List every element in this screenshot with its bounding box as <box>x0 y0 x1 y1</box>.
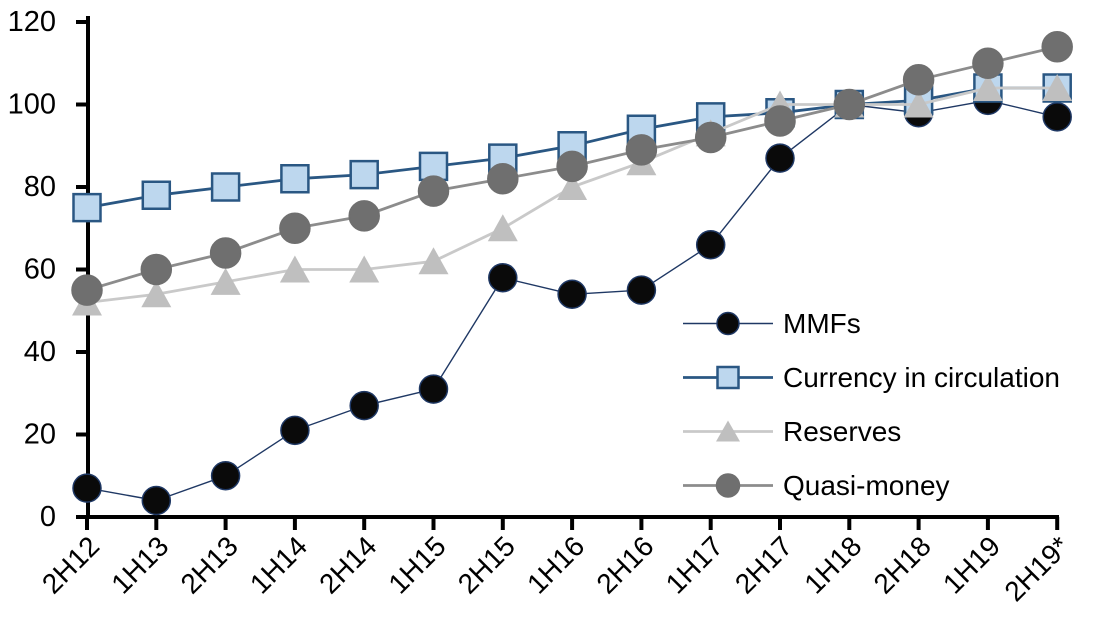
data-marker-currency-in-circulation-2h13 <box>210 172 241 202</box>
y-tick-label: 40 <box>24 336 56 368</box>
data-marker-mmfs-1h14 <box>280 415 310 446</box>
data-marker-quasi-money-1h17 <box>694 121 727 154</box>
data-marker-reserves-2h14 <box>349 255 380 283</box>
data-marker-mmfs-1h16 <box>557 279 587 309</box>
data-marker-mmfs-1h13 <box>141 485 172 516</box>
data-marker-mmfs-2h15 <box>488 263 518 293</box>
y-tick-label: 60 <box>24 254 56 286</box>
data-marker-quasi-money-1h14 <box>279 212 311 244</box>
legend-marker-mmfs <box>716 311 740 336</box>
data-marker-currency-in-circulation-1h13 <box>141 180 172 210</box>
y-tick-label: 120 <box>8 6 56 38</box>
y-tick-label: 0 <box>40 501 56 533</box>
data-marker-mmfs-2h13 <box>210 461 241 491</box>
legend-item-mmfs: MMFs <box>683 308 861 339</box>
data-marker-reserves-2h13 <box>210 267 241 295</box>
data-marker-reserves-1h16 <box>557 173 588 200</box>
y-axis-labels: 0 20 40 60 80 100 120 <box>8 6 56 533</box>
legend-label-quasi-money: Quasi-money <box>783 470 950 501</box>
data-marker-quasi-money-2h14 <box>348 200 380 232</box>
y-tick-label: 100 <box>8 89 56 121</box>
data-marker-mmfs-1h17 <box>695 230 726 260</box>
data-marker-quasi-money-2h17 <box>764 105 796 137</box>
data-marker-reserves-2h19 <box>1042 74 1073 101</box>
data-marker-quasi-money-2h18 <box>902 64 935 96</box>
data-marker-mmfs-2h12 <box>72 473 102 503</box>
legend-item-currency-in-circulation: Currency in circulation <box>683 362 1060 393</box>
data-marker-reserves-1h19 <box>972 74 1003 101</box>
data-marker-quasi-money-2h16 <box>625 134 658 166</box>
legend-marker-quasi-money <box>715 473 741 498</box>
legend-label-currency-in-circulation: Currency in circulation <box>783 362 1060 393</box>
data-marker-quasi-money-1h13 <box>140 253 173 286</box>
series-quasi-money <box>71 31 1073 306</box>
legend-item-reserves: Reserves <box>683 416 901 447</box>
data-marker-mmfs-2h14 <box>349 390 379 421</box>
data-marker-quasi-money-1h15 <box>417 175 450 207</box>
data-marker-reserves-1h14 <box>279 255 310 283</box>
data-marker-quasi-money-2h15 <box>487 163 519 195</box>
data-marker-currency-in-circulation-1h14 <box>280 164 310 194</box>
data-marker-quasi-money-1h16 <box>556 150 588 183</box>
data-marker-reserves-1h13 <box>141 280 172 308</box>
legend: MMFs Currency in circulation Reserves Quasi… <box>683 308 1060 501</box>
data-marker-quasi-money-1h19 <box>972 47 1004 79</box>
data-marker-mmfs-2h16 <box>626 275 657 305</box>
legend-marker-reserves <box>716 420 740 442</box>
data-marker-quasi-money-2h13 <box>209 237 242 269</box>
legend-label-mmfs: MMFs <box>783 308 861 339</box>
y-tick-label: 80 <box>24 171 56 203</box>
data-marker-reserves-2h15 <box>487 214 518 242</box>
legend-item-quasi-money: Quasi-money <box>683 470 950 501</box>
y-tick-label: 20 <box>24 419 56 451</box>
legend-label-reserves: Reserves <box>783 416 901 447</box>
data-marker-mmfs-1h15 <box>418 374 449 404</box>
data-marker-quasi-money-1h18 <box>833 88 866 121</box>
data-marker-reserves-1h15 <box>418 247 449 275</box>
data-marker-mmfs-2h19 <box>1042 102 1072 132</box>
data-marker-mmfs-2h17 <box>765 143 795 173</box>
data-marker-currency-in-circulation-2h14 <box>349 159 379 190</box>
legend-marker-currency-in-circulation <box>716 365 740 390</box>
data-marker-currency-in-circulation-2h12 <box>72 192 102 223</box>
data-marker-reserves-2h18 <box>903 90 934 118</box>
data-marker-quasi-money-2h19 <box>1041 31 1073 63</box>
axes <box>76 16 1060 530</box>
data-marker-quasi-money-2h12 <box>71 274 103 306</box>
